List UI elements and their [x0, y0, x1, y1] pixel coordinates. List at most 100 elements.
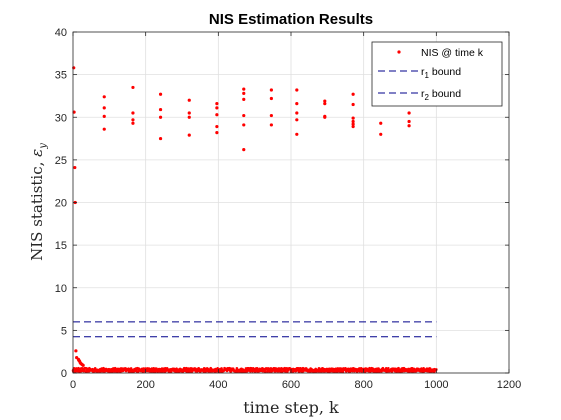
data-point-outlier	[73, 165, 77, 170]
data-point-outlier	[323, 102, 327, 106]
data-point-outlier	[158, 369, 163, 373]
data-point-outlier	[102, 106, 106, 110]
data-point-outlier	[102, 369, 106, 373]
legend-marker-nis	[397, 50, 401, 54]
x-tick-label: 200	[136, 379, 154, 391]
data-point	[220, 367, 223, 370]
data-point-outlier	[158, 115, 163, 119]
data-point-outlier	[351, 116, 355, 120]
data-point-outlier	[295, 111, 299, 115]
data-point-outlier	[269, 113, 273, 118]
y-axis-label-symbol: ε	[28, 149, 46, 157]
data-point	[262, 367, 265, 371]
y-tick-label: 15	[55, 240, 67, 252]
bound-lines	[73, 321, 437, 338]
data-point-outlier	[81, 363, 85, 367]
x-axis-ticks: 0 200 400 600 800 1000 1200	[70, 32, 521, 391]
legend-label-r2: r2 bound	[421, 88, 461, 102]
y-tick-label: 35	[55, 70, 67, 82]
y-axis-label: NIS statistic, εy	[28, 143, 49, 261]
legend-label-r1-rest: bound	[429, 66, 461, 78]
y-tick-label: 20	[55, 198, 67, 210]
y-tick-label: 40	[55, 27, 67, 39]
data-point-outlier	[242, 87, 246, 91]
data-point-outlier	[269, 96, 273, 101]
data-point-outlier	[269, 369, 273, 373]
data-point-outlier	[187, 133, 191, 137]
legend-label-r2-rest: bound	[429, 88, 461, 100]
y-tick-label: 10	[55, 283, 67, 295]
data-point-outlier	[242, 148, 246, 152]
data-point-outlier	[269, 88, 273, 92]
data-point-outlier	[242, 97, 246, 101]
data-point-outlier	[187, 369, 191, 373]
data-point-outlier	[351, 119, 355, 124]
data-point-outlier	[379, 121, 383, 125]
x-tick-label: 1200	[497, 379, 521, 391]
data-point	[284, 370, 287, 373]
data-point-outlier	[295, 102, 299, 106]
data-point-outlier	[351, 125, 355, 129]
data-point-outlier	[102, 114, 106, 118]
y-tick-label: 25	[55, 155, 67, 167]
data-point-outlier	[215, 113, 219, 117]
data-point-outlier	[158, 107, 163, 112]
data-point	[77, 366, 80, 370]
data-point-outlier	[131, 121, 135, 125]
data-point-outlier	[269, 123, 273, 127]
y-tick-label: 5	[61, 325, 67, 337]
x-tick-label: 0	[70, 379, 76, 391]
data-point-outlier	[323, 99, 327, 103]
data-point-outlier	[187, 98, 191, 102]
legend-entry-nis: NIS @ time k	[397, 47, 484, 59]
legend-box	[371, 41, 503, 107]
y-tick-label: 30	[55, 112, 67, 124]
data-point-outlier	[379, 132, 383, 136]
y-axis-label-subscript: y	[38, 143, 49, 150]
chart-title: NIS Estimation Results	[209, 11, 373, 28]
data-point-outlier	[242, 123, 246, 127]
data-point-outlier	[295, 132, 299, 136]
x-tick-label: 400	[209, 379, 227, 391]
legend-entry-r1: r1 bound	[378, 66, 461, 80]
data-point-outlier	[102, 127, 106, 131]
data-point-outlier	[74, 349, 78, 353]
data-point-outlier	[323, 115, 327, 119]
data-point-outlier	[295, 118, 299, 122]
data-point	[387, 367, 390, 370]
x-tick-label: 800	[354, 379, 372, 391]
data-point	[280, 370, 284, 374]
legend-label-r1-sub: 1	[425, 71, 430, 80]
data-point-outlier	[407, 111, 411, 115]
x-tick-label: 600	[282, 379, 300, 391]
data-point	[263, 370, 267, 374]
x-axis-label: time step, k	[243, 398, 339, 417]
data-point-outlier	[295, 88, 299, 92]
data-point-outlier	[131, 118, 135, 122]
data-point-outlier	[351, 92, 355, 96]
data-point	[255, 366, 259, 370]
data-point-outlier	[131, 85, 135, 90]
data-point-outlier	[215, 102, 219, 106]
data-point-outlier	[131, 369, 135, 373]
legend-label-r2-sub: 2	[425, 93, 430, 102]
legend-label-r1-main: r	[421, 66, 425, 78]
data-point-outlier	[187, 115, 191, 119]
data-point-outlier	[407, 124, 411, 128]
data-point-outlier	[407, 119, 411, 124]
legend-label-r1: r1 bound	[421, 66, 461, 80]
data-point-outlier	[158, 92, 163, 96]
data-point-outlier	[131, 111, 135, 115]
y-tick-label: 0	[61, 368, 67, 380]
y-axis-label-text: NIS statistic,	[28, 157, 46, 261]
x-tick-label: 1000	[424, 379, 448, 391]
data-point-outlier	[187, 111, 191, 115]
y-axis-ticks: 0 5 10 15 20 25 30 35 40	[55, 27, 509, 380]
legend-label-r2-main: r	[421, 88, 425, 100]
legend-label-nis: NIS @ time k	[421, 47, 484, 59]
data-point-outlier	[242, 113, 246, 118]
data-point	[113, 366, 117, 370]
data-point-outlier	[215, 130, 219, 135]
data-point-outlier	[215, 125, 219, 129]
